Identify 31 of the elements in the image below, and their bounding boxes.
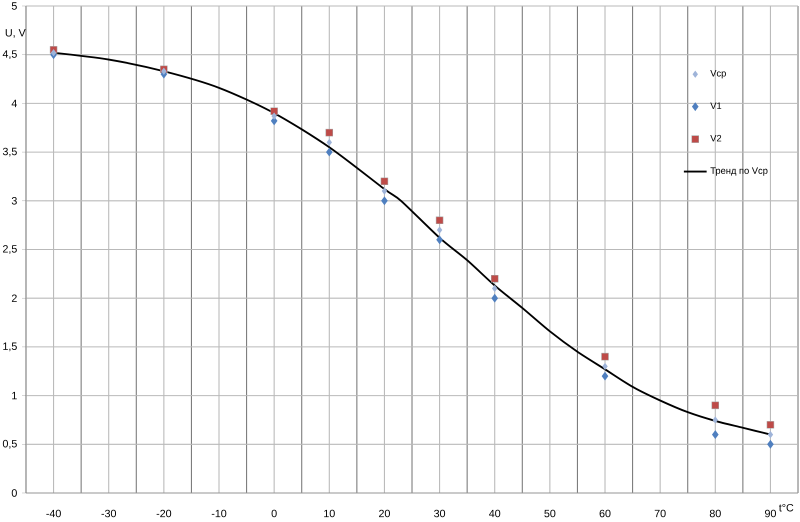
- x-tick-label: -20: [156, 510, 172, 518]
- y-tick-label: 3: [12, 197, 17, 205]
- x-axis-title: t°C: [778, 504, 794, 512]
- y-tick-label: 2,5: [3, 245, 17, 254]
- x-tick-label: -40: [46, 510, 61, 518]
- x-tick-label: 80: [710, 510, 721, 518]
- x-tick-label: -30: [101, 510, 116, 518]
- y-tick-label: 4,5: [2, 50, 17, 60]
- y-tick-label: 0,5: [2, 440, 17, 449]
- y-tick-label: 1: [12, 392, 17, 400]
- x-tick-label: 50: [544, 510, 556, 518]
- legend-label: V1: [710, 102, 722, 109]
- x-tick-label: -10: [212, 510, 226, 518]
- x-tick-label: 40: [489, 510, 500, 518]
- x-tick-label: 60: [600, 510, 611, 518]
- y-tick-label: 2: [12, 294, 17, 302]
- legend-label: Тренд по Vcp: [710, 167, 768, 176]
- y-tick-label: 5: [12, 2, 17, 10]
- x-tick-label: 70: [654, 510, 666, 518]
- x-tick-label: 10: [324, 510, 335, 518]
- x-tick-label: 30: [434, 510, 446, 518]
- y-tick-label: 1,5: [3, 342, 17, 352]
- y-tick-label: 3,5: [2, 148, 17, 156]
- legend-label: Vcp: [710, 70, 726, 78]
- x-tick-label: 0: [272, 510, 277, 518]
- legend-label: V2: [710, 134, 722, 142]
- x-tick-label: 90: [765, 510, 776, 518]
- x-tick-label: 20: [379, 510, 390, 518]
- y-axis-title: U, V: [6, 29, 26, 38]
- y-tick-label: 4: [12, 100, 17, 108]
- y-tick-label: 0: [12, 489, 17, 497]
